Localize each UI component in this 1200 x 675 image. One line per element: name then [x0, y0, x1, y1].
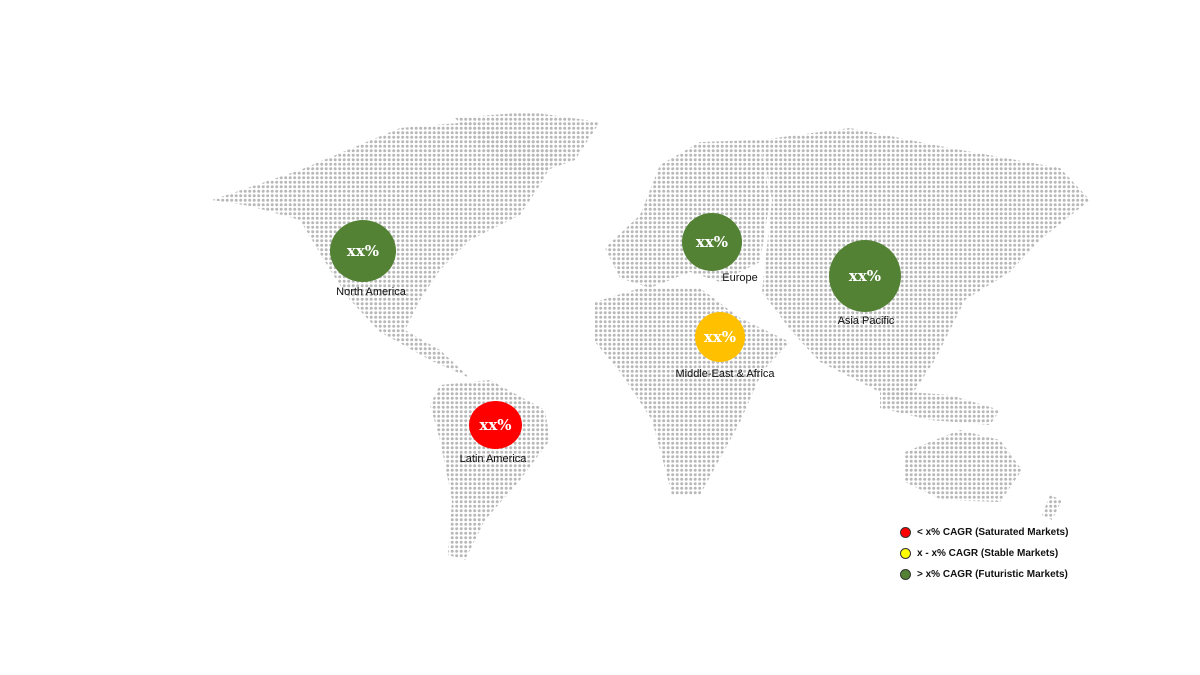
continent-greenland	[455, 112, 600, 178]
legend-item-saturated: < x% CAGR (Saturated Markets)	[900, 522, 1068, 543]
continent-africa	[595, 288, 790, 495]
continent-asia	[760, 128, 1090, 405]
label-latin-america: Latin America	[459, 453, 527, 465]
bubble-middle-east-africa: xx%	[695, 312, 745, 362]
legend-swatch-green	[900, 569, 911, 580]
legend-label: x - x% CAGR (Stable Markets)	[917, 548, 1059, 559]
bubble-asia-pacific: xx%	[829, 240, 901, 312]
continent-australia	[905, 430, 1022, 502]
legend: < x% CAGR (Saturated Markets) x - x% CAG…	[900, 522, 1068, 585]
bubble-north-america: xx%	[330, 220, 396, 282]
bubble-europe: xx%	[682, 213, 742, 271]
legend-item-stable: x - x% CAGR (Stable Markets)	[900, 543, 1068, 564]
legend-label: < x% CAGR (Saturated Markets)	[917, 527, 1069, 538]
label-north-america: North America	[336, 286, 406, 298]
legend-swatch-yellow	[900, 548, 911, 559]
label-middle-east-africa: Middle-East & Africa	[675, 368, 775, 380]
continent-indonesia	[880, 390, 1000, 425]
legend-label: > x% CAGR (Futuristic Markets)	[917, 569, 1068, 580]
legend-swatch-red	[900, 527, 911, 538]
label-europe: Europe	[722, 272, 758, 284]
continent-europe	[605, 140, 770, 288]
label-asia-pacific: Asia Pacific	[837, 315, 895, 327]
bubble-latin-america: xx%	[469, 401, 522, 449]
legend-item-futuristic: > x% CAGR (Futuristic Markets)	[900, 564, 1068, 585]
continent-new-zealand	[1042, 495, 1062, 520]
